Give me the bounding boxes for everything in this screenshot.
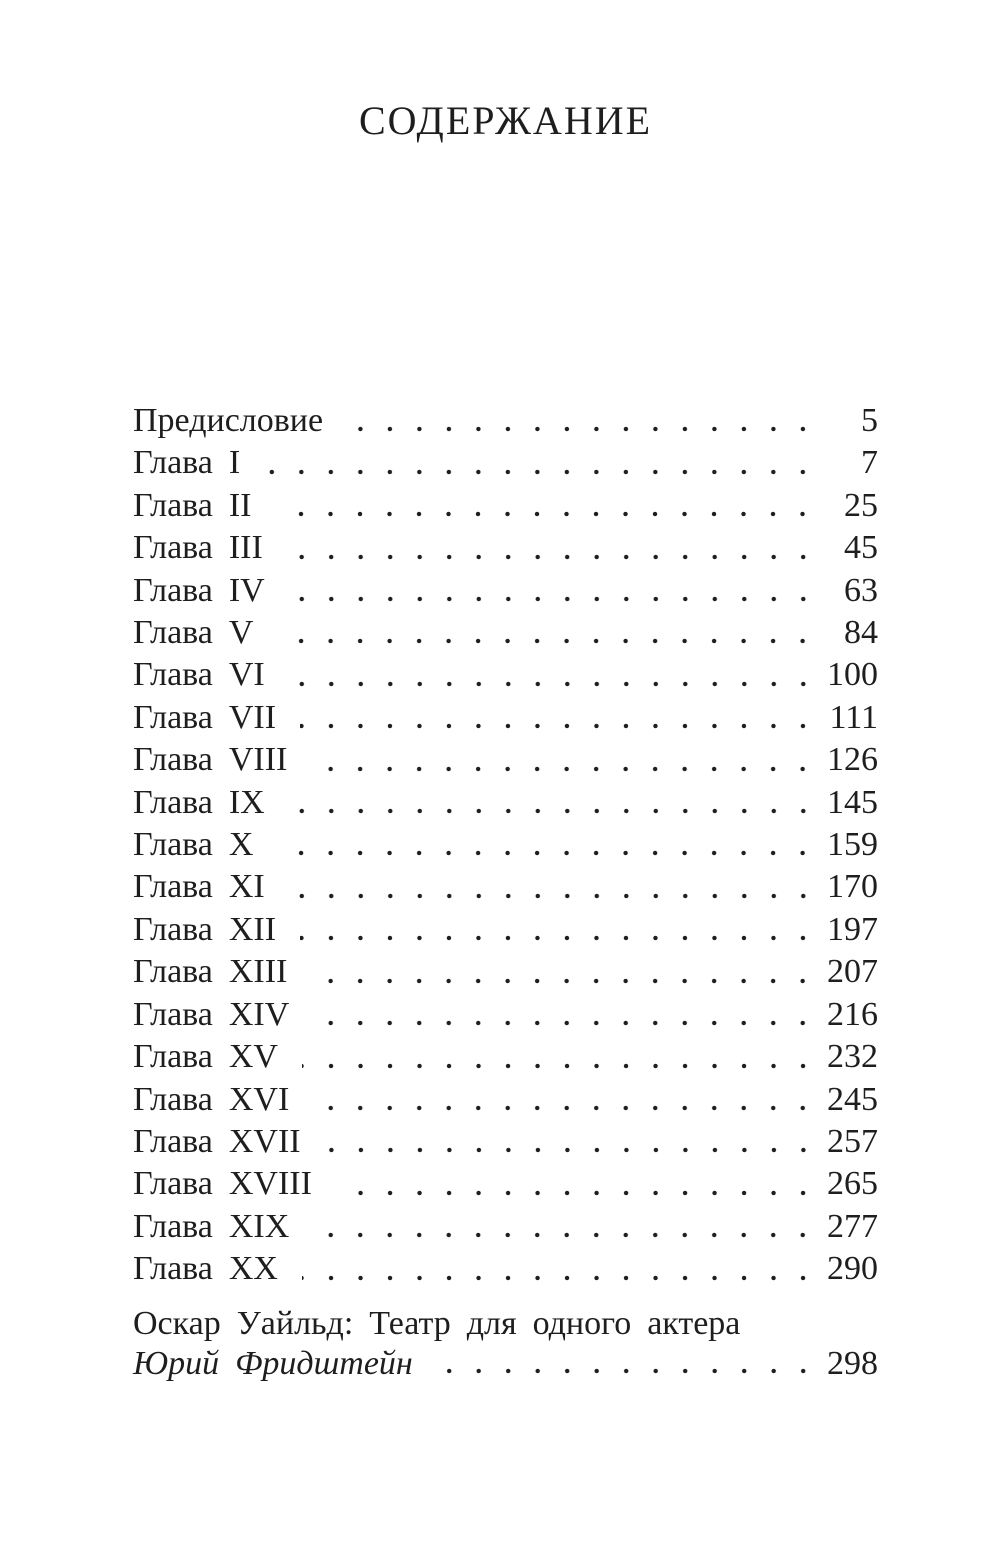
- page-number: 111: [829, 698, 878, 736]
- toc-row: Глава V 84: [133, 612, 878, 654]
- toc-entry-label: Глава X: [133, 826, 254, 864]
- dot-leader: [277, 824, 806, 866]
- page-number: 5: [861, 402, 878, 439]
- toc-entry-label: Глава XIV: [133, 995, 290, 1033]
- toc-row: Глава XVIII 265: [133, 1163, 878, 1205]
- afterword-section: Оскар Уайльд: Театр для одного актера Юр…: [133, 1304, 878, 1384]
- dot-leader: [313, 1206, 806, 1248]
- toc-entry-label: Глава IV: [133, 571, 265, 609]
- toc-entry-label: Глава XIII: [133, 953, 288, 991]
- table-of-contents: Предисловие 5 Глава I 7 Глава II 25 Глав…: [133, 400, 878, 1291]
- toc-entry-label: Глава XV: [133, 1038, 278, 1076]
- page-number: 100: [827, 656, 878, 694]
- dot-leader: [313, 1079, 806, 1121]
- toc-entry-label: Глава XII: [133, 910, 277, 948]
- toc-entry-label: Глава XVI: [133, 1080, 290, 1118]
- afterword-row: Юрий Фридштейн 298: [133, 1344, 878, 1384]
- page-number: 84: [844, 614, 878, 652]
- page-number: 298: [827, 1344, 878, 1382]
- dot-leader: [288, 866, 807, 908]
- dot-leader: [324, 1121, 807, 1163]
- page-number: 245: [827, 1080, 878, 1118]
- page-number: 232: [827, 1038, 878, 1076]
- dot-leader: [264, 442, 806, 484]
- dot-leader: [288, 570, 807, 612]
- toc-entry-label: Глава XI: [133, 868, 265, 906]
- dot-leader: [301, 1036, 807, 1078]
- toc-row: Глава XVI 245: [133, 1079, 878, 1121]
- toc-row: Глава XIV 216: [133, 994, 878, 1036]
- page-number: 25: [844, 486, 878, 524]
- dot-leader: [301, 1248, 807, 1290]
- dot-leader: [347, 400, 806, 442]
- dot-leader: [436, 1344, 807, 1384]
- toc-row: Глава X 159: [133, 824, 878, 866]
- page-number: 265: [827, 1165, 878, 1203]
- toc-entry-label: Глава VIII: [133, 741, 288, 779]
- toc-entry-label: Глава XIX: [133, 1207, 290, 1245]
- dot-leader: [311, 739, 806, 781]
- toc-row: Глава XIII 207: [133, 951, 878, 993]
- page-number: 207: [827, 953, 878, 991]
- toc-row: Глава XX 290: [133, 1248, 878, 1290]
- dot-leader: [300, 909, 806, 951]
- toc-row: Глава VI 100: [133, 654, 878, 696]
- toc-row: Глава IV 63: [133, 570, 878, 612]
- toc-row: Предисловие 5: [133, 400, 878, 442]
- dot-leader: [300, 697, 806, 739]
- dot-leader: [313, 994, 806, 1036]
- toc-row: Глава XII 197: [133, 909, 878, 951]
- toc-entry-label: Глава V: [133, 614, 254, 652]
- toc-entry-label: Глава IX: [133, 783, 265, 821]
- dot-leader: [277, 612, 806, 654]
- toc-row: Глава XI 170: [133, 866, 878, 908]
- page-number: 216: [827, 995, 878, 1033]
- page-number: 197: [827, 910, 878, 948]
- toc-entry-label: Глава II: [133, 486, 252, 524]
- toc-entry-label: Глава XX: [133, 1250, 278, 1288]
- page-number: 277: [827, 1207, 878, 1245]
- toc-entry-label: Глава VII: [133, 698, 277, 736]
- page-number: 170: [827, 868, 878, 906]
- dot-leader: [275, 485, 806, 527]
- toc-entry-label: Предисловие: [133, 402, 324, 439]
- page-number: 145: [827, 783, 878, 821]
- dot-leader: [288, 782, 807, 824]
- toc-entry-label: Глава III: [133, 529, 263, 567]
- toc-entry-label: Глава I: [133, 444, 241, 482]
- page-number: 159: [827, 826, 878, 864]
- toc-row: Глава VIII 126: [133, 739, 878, 781]
- toc-row: Глава I 7: [133, 442, 878, 484]
- toc-row: Глава XIX 277: [133, 1206, 878, 1248]
- toc-row: Глава VII 111: [133, 697, 878, 739]
- afterword-title: Оскар Уайльд: Театр для одного актера: [133, 1304, 741, 1342]
- toc-row: Глава XVII 257: [133, 1121, 878, 1163]
- dot-leader: [286, 527, 807, 569]
- page-number: 7: [861, 444, 878, 482]
- page-number: 45: [844, 529, 878, 567]
- dot-leader: [288, 654, 807, 696]
- toc-row: Глава II 25: [133, 485, 878, 527]
- dot-leader: [311, 951, 806, 993]
- toc-entry-label: Глава XVII: [133, 1122, 301, 1160]
- page-number: 257: [827, 1122, 878, 1160]
- dot-leader: [335, 1163, 807, 1205]
- toc-entry-label: Глава VI: [133, 656, 265, 694]
- page-number: 63: [844, 571, 878, 609]
- toc-row: Глава III 45: [133, 527, 878, 569]
- toc-row: Глава IX 145: [133, 782, 878, 824]
- page-number: 126: [827, 741, 878, 779]
- toc-entry-label: Глава XVIII: [133, 1165, 312, 1203]
- afterword-author: Юрий Фридштейн: [133, 1344, 413, 1382]
- toc-row: Глава XV 232: [133, 1036, 878, 1078]
- page-title: СОДЕРЖАНИЕ: [358, 98, 653, 143]
- page-number: 290: [827, 1250, 878, 1288]
